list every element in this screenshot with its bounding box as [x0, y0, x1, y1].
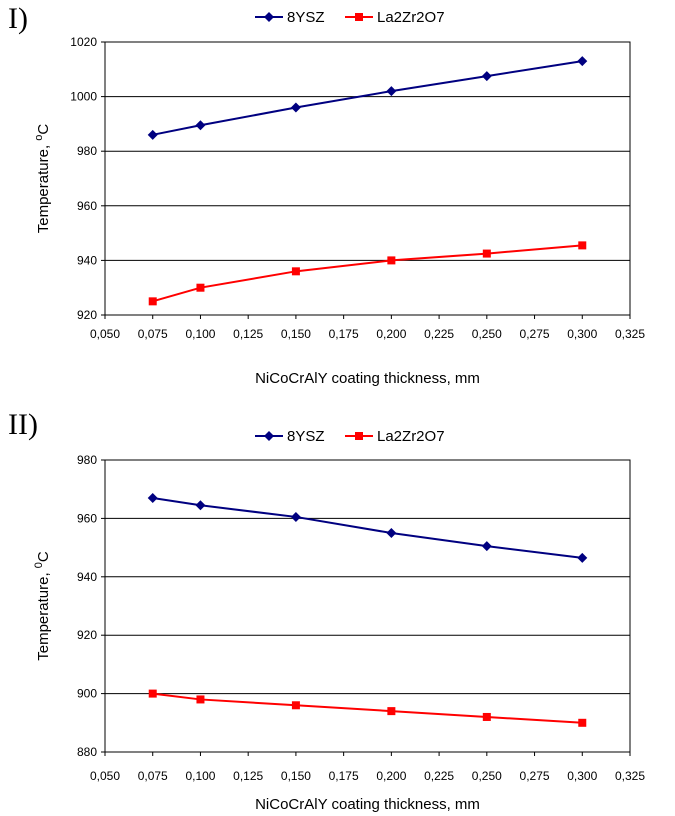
legend-marker: [264, 12, 274, 22]
data-point: [148, 689, 157, 698]
data-point: [195, 120, 206, 131]
data-point: [577, 56, 588, 67]
x-axis-title: NiCoCrAlY coating thickness, mm: [255, 370, 480, 387]
data-point: [291, 701, 300, 710]
x-tick-label: 0,075: [138, 769, 168, 783]
x-tick-label: 0,150: [281, 769, 311, 783]
y-tick-label: 960: [77, 511, 97, 525]
x-tick-label: 0,125: [233, 769, 263, 783]
data-point: [147, 129, 158, 140]
plot-frame: [104, 459, 631, 753]
data-point: [147, 492, 158, 503]
data-point: [578, 718, 587, 727]
y-tick-label: 980: [77, 453, 97, 467]
data-point: [387, 256, 396, 265]
series-La2Zr2O7: [148, 689, 587, 727]
x-tick-label: 0,050: [90, 327, 120, 341]
data-point: [482, 712, 491, 721]
series-line: [152, 60, 583, 136]
y-tick-label: 940: [77, 253, 97, 267]
x-tick-label: 0,225: [424, 327, 454, 341]
x-tick-label: 0,300: [567, 769, 597, 783]
x-tick-label: 0,175: [329, 327, 359, 341]
x-tick-label: 0,225: [424, 769, 454, 783]
series-8YSZ: [147, 56, 588, 140]
data-point: [387, 707, 396, 716]
x-tick-label: 0,100: [185, 769, 215, 783]
data-point: [577, 552, 588, 563]
x-tick-label: 0,100: [185, 327, 215, 341]
data-point: [481, 71, 492, 82]
x-tick-label: 0,275: [520, 327, 550, 341]
series-line: [152, 496, 583, 559]
data-point: [291, 267, 300, 276]
series-8YSZ: [147, 492, 588, 563]
data-point: [578, 241, 587, 250]
y-tick-label: 1020: [70, 35, 97, 49]
x-tick-label: 0,250: [472, 769, 502, 783]
legend-marker: [355, 13, 363, 21]
x-tick-label: 0,150: [281, 327, 311, 341]
y-tick-label: 940: [77, 570, 97, 584]
x-axis-title: NiCoCrAlY coating thickness, mm: [255, 796, 480, 813]
x-tick-label: 0,275: [520, 769, 550, 783]
x-tick-label: 0,200: [376, 327, 406, 341]
data-point: [386, 528, 397, 538]
x-tick-label: 0,325: [615, 769, 645, 783]
data-point: [481, 541, 492, 552]
plot-frame: [104, 41, 631, 316]
series-line: [152, 244, 583, 303]
x-tick-label: 0,200: [376, 769, 406, 783]
data-point: [196, 283, 205, 292]
y-tick-label: 1000: [70, 90, 97, 104]
x-tick-label: 0,125: [233, 327, 263, 341]
panel-label-2: II): [8, 408, 38, 441]
y-tick-label: 920: [77, 628, 97, 642]
y-tick-label: 900: [77, 687, 97, 701]
x-tick-label: 0,250: [472, 327, 502, 341]
data-point: [196, 695, 205, 704]
series-La2Zr2O7: [148, 241, 587, 306]
x-tick-label: 0,175: [329, 769, 359, 783]
y-tick-label: 960: [77, 199, 97, 213]
x-tick-label: 0,075: [138, 327, 168, 341]
legend-marker: [355, 432, 363, 440]
y-tick-label: 920: [77, 308, 97, 322]
x-tick-label: 0,050: [90, 769, 120, 783]
y-tick-label: 880: [77, 745, 97, 759]
data-point: [482, 249, 491, 258]
x-tick-label: 0,325: [615, 327, 645, 341]
legend-label: 8YSZ: [287, 428, 325, 445]
data-point: [290, 102, 301, 113]
legend-label: 8YSZ: [287, 9, 325, 26]
series-line: [152, 692, 583, 724]
y-axis-title: Temperature, oC: [33, 124, 52, 234]
data-point: [148, 297, 157, 306]
y-tick-label: 980: [77, 144, 97, 158]
legend-label: La2Zr2O7: [377, 428, 445, 445]
data-point: [290, 511, 301, 522]
legend-label: La2Zr2O7: [377, 9, 445, 26]
y-axis-title: Temperature, 0C: [33, 551, 52, 661]
legend-marker: [264, 431, 274, 441]
data-point: [386, 86, 397, 97]
x-tick-label: 0,300: [567, 327, 597, 341]
data-point: [195, 500, 206, 511]
chart-2: 880 900 920 940 960 980 0,050 0,075 0,100 0,125 0,…: [33, 428, 645, 813]
legend: 8YSZ La2Zr2O7: [255, 428, 445, 445]
panel-label-1: I): [8, 2, 28, 35]
chart-1: 920 940 960 980 1000 1020 0,050 0,075 0,100 0,125…: [33, 9, 645, 387]
legend: 8YSZ La2Zr2O7: [255, 9, 445, 26]
